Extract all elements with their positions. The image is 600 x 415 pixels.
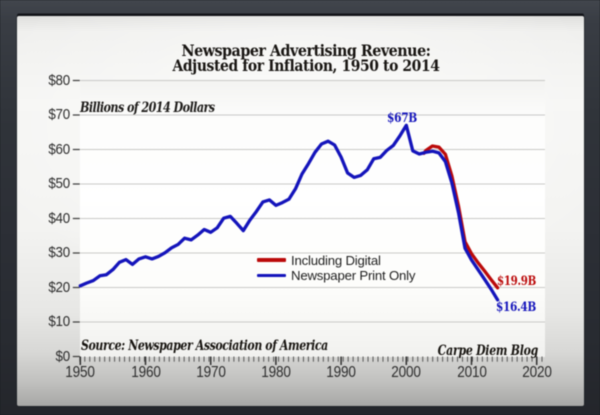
- series-line-newspaper-print-only: [78, 123, 500, 302]
- y-axis-label: $80: [48, 72, 70, 89]
- x-axis-label: 1950: [65, 364, 96, 381]
- chart-title-line2: Adjusted for Inflation, 1950 to 2014: [172, 56, 440, 75]
- y-axis-label: $40: [48, 210, 70, 227]
- legend: Including Digital Newspaper Print Only: [257, 253, 415, 283]
- blog-credit: Carpe Diem Blog: [438, 342, 539, 359]
- x-axis-label: 1960: [130, 364, 161, 381]
- y-axis-label: $30: [48, 245, 70, 261]
- annotation-peak-value: $67B: [387, 110, 417, 126]
- units-note: Billions of 2014 Dollars: [79, 100, 215, 116]
- y-axis-label: $70: [48, 107, 70, 123]
- annotation-print-only-end: $16.4B: [495, 299, 536, 315]
- legend-item-including-digital: Including Digital: [257, 253, 415, 268]
- chart-title-line1: Newspaper Advertising Revenue:: [181, 41, 431, 60]
- x-axis-label: 2000: [391, 364, 422, 381]
- y-axis-label: $60: [48, 141, 70, 158]
- legend-label: Newspaper Print Only: [291, 267, 416, 283]
- legend-label: Including Digital: [291, 252, 381, 268]
- x-axis-label: 2010: [456, 364, 487, 381]
- legend-swatch-red: [257, 258, 286, 262]
- x-axis-label: 1980: [261, 364, 291, 381]
- y-axis-label: $0: [55, 348, 71, 365]
- legend-item-print-only: Newspaper Print Only: [257, 268, 415, 283]
- source-note: Source: Newspaper Association of America: [80, 337, 328, 354]
- x-axis-label: 1990: [326, 364, 356, 381]
- y-axis-label: $50: [48, 176, 70, 192]
- y-axis-label: $20: [48, 279, 70, 296]
- x-axis-label: 1970: [195, 364, 226, 381]
- y-axis-label: $10: [48, 314, 70, 330]
- annotation-including-digital-end: $19.9B: [496, 273, 536, 289]
- chart-title: Newspaper Advertising Revenue: Adjusted …: [106, 41, 506, 75]
- legend-swatch-blue: [257, 273, 286, 277]
- x-axis-label: 2020: [521, 364, 552, 381]
